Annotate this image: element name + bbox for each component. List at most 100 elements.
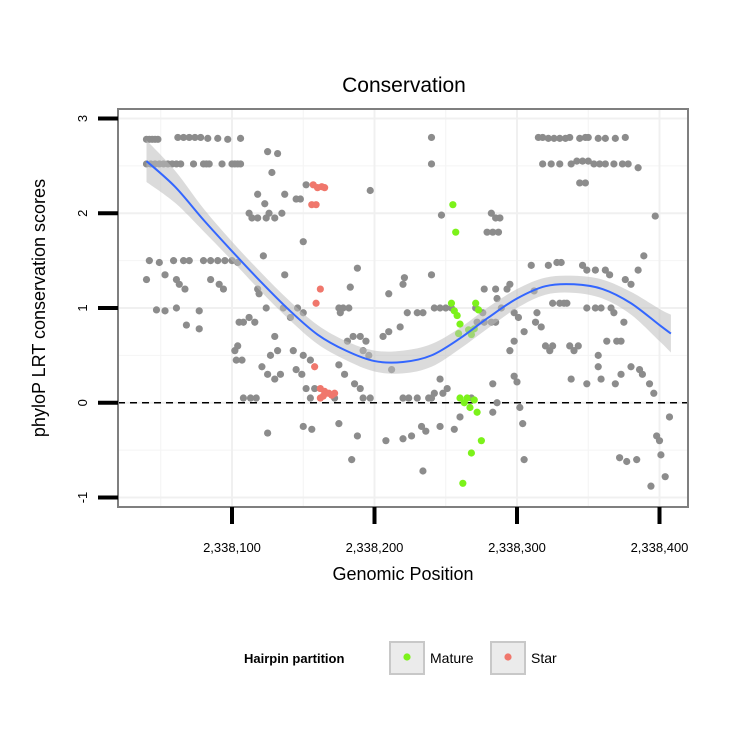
- data-point-other: [281, 190, 289, 198]
- data-point-other: [299, 238, 307, 246]
- data-point-other: [616, 454, 624, 462]
- data-point-other: [155, 258, 163, 267]
- data-point-other: [152, 306, 161, 314]
- data-point-other: [215, 280, 223, 288]
- data-point-mature: [456, 320, 464, 328]
- data-point-other: [232, 356, 240, 364]
- data-point-other: [407, 432, 416, 440]
- data-point-other: [594, 134, 602, 142]
- data-point-other: [634, 164, 642, 172]
- data-point-other: [299, 422, 307, 431]
- smooth-fit-line: [145, 160, 672, 364]
- x-tick-label: 2,338,300: [488, 540, 546, 555]
- data-point-other: [385, 328, 393, 336]
- data-point-other: [611, 134, 619, 142]
- data-point-other: [356, 332, 364, 341]
- data-point-other: [345, 304, 353, 312]
- data-point-other: [627, 280, 635, 288]
- data-point-other: [224, 135, 232, 143]
- legend-key-mature-dot: [403, 653, 411, 661]
- data-point-other: [359, 394, 367, 402]
- x-axis: 2,338,100 2,338,200 2,338,300 2,338,400: [203, 507, 688, 555]
- data-point-star: [316, 285, 324, 293]
- data-point-other: [308, 425, 316, 433]
- data-point-other: [436, 304, 444, 312]
- data-point-other: [195, 307, 203, 315]
- data-point-other: [510, 372, 518, 380]
- data-point-other: [234, 342, 242, 350]
- data-point-other: [248, 214, 256, 222]
- data-point-other: [513, 378, 521, 386]
- data-point-other: [520, 328, 528, 336]
- data-point-other: [199, 257, 208, 265]
- data-point-other: [255, 290, 263, 298]
- data-point-other: [335, 361, 343, 369]
- data-point-other: [214, 134, 222, 142]
- data-point-other: [661, 473, 669, 481]
- data-point-other: [510, 309, 518, 317]
- data-point-other: [306, 394, 314, 402]
- data-point-other: [566, 342, 574, 350]
- data-point-other: [487, 209, 495, 217]
- data-point-other: [264, 370, 272, 378]
- data-point-other: [207, 275, 215, 284]
- data-point-other: [647, 482, 655, 490]
- data-point-other: [489, 408, 497, 416]
- data-point-other: [246, 394, 255, 402]
- data-point-other: [650, 389, 658, 397]
- data-point-other: [161, 271, 169, 279]
- data-point-other: [399, 394, 407, 402]
- data-point-other: [236, 134, 245, 142]
- data-point-other: [437, 211, 446, 219]
- data-point-other: [436, 422, 444, 431]
- data-point-other: [519, 420, 527, 428]
- data-point-other: [633, 456, 641, 464]
- data-point-mature: [473, 408, 481, 416]
- data-point-other: [142, 275, 151, 284]
- data-point-other: [335, 420, 343, 428]
- data-point-other: [549, 342, 557, 350]
- data-point-other: [591, 266, 599, 274]
- data-point-star: [321, 184, 329, 192]
- data-point-other: [566, 133, 574, 142]
- data-point-other: [379, 332, 387, 341]
- data-point-other: [556, 134, 564, 142]
- data-point-other: [430, 304, 438, 312]
- data-point-other: [640, 252, 648, 260]
- data-point-other: [268, 168, 276, 177]
- data-point-other: [567, 160, 575, 168]
- data-point-other: [606, 271, 614, 279]
- data-point-other: [266, 351, 275, 359]
- data-point-mature: [459, 479, 467, 487]
- data-point-other: [205, 160, 213, 168]
- data-point-other: [274, 347, 282, 355]
- y-tick-label: 1: [75, 304, 90, 311]
- data-point-other: [174, 133, 182, 142]
- data-point-other: [541, 342, 550, 350]
- data-point-other: [603, 337, 611, 345]
- data-point-other: [655, 437, 664, 445]
- data-point-other: [601, 160, 609, 168]
- data-point-other: [214, 257, 222, 265]
- data-point-other: [557, 258, 565, 267]
- data-point-other: [399, 280, 407, 288]
- data-point-other: [611, 380, 619, 388]
- data-point-star: [312, 299, 320, 307]
- data-point-other: [617, 337, 625, 345]
- data-point-other: [419, 467, 427, 475]
- data-point-other: [262, 304, 270, 312]
- data-point-other: [594, 363, 602, 371]
- data-point-other: [427, 271, 436, 279]
- data-point-other: [657, 451, 665, 459]
- data-point-other: [413, 309, 421, 317]
- y-axis-title: phyloP LRT conservation scores: [29, 179, 49, 437]
- data-point-other: [189, 160, 198, 168]
- data-point-other: [578, 157, 587, 165]
- data-point-mature: [453, 311, 461, 320]
- data-point-other: [480, 285, 488, 293]
- data-point-other: [506, 280, 514, 288]
- data-point-other: [520, 456, 528, 464]
- chart-title: Conservation: [342, 74, 466, 97]
- data-point-other: [531, 318, 540, 326]
